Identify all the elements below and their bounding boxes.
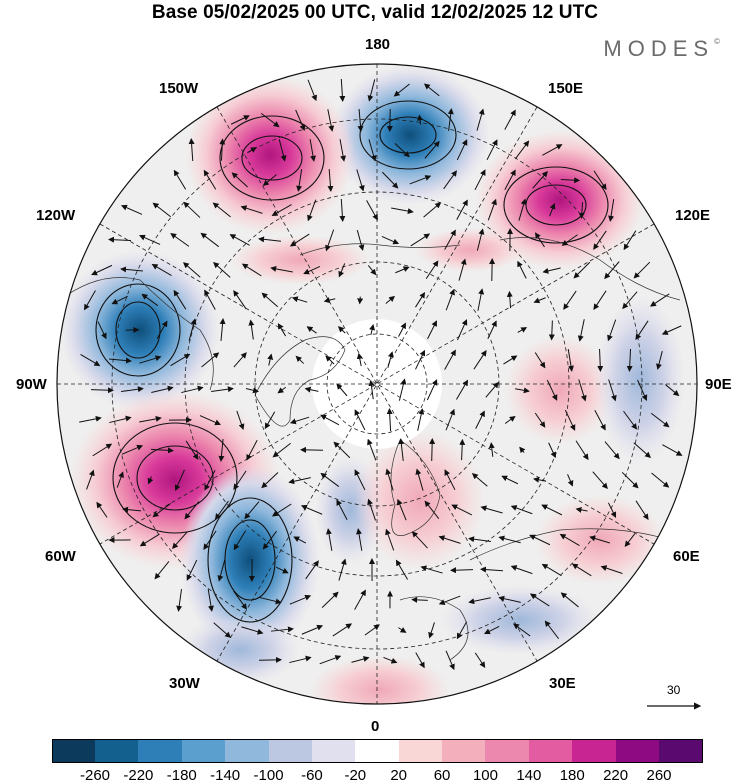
lon-label-90e: 90E [705,376,732,393]
colorbar-swatch [138,739,181,763]
lon-label-60w: 60W [45,548,76,565]
colorbar-swatch [95,739,138,763]
colorbar-tick-label: -180 [167,767,197,784]
colorbar-tick-label: 260 [646,767,671,784]
colorbar-swatch [355,739,398,763]
colorbar-tick-label: -260 [80,767,110,784]
colorbar-tick-label: 20 [390,767,407,784]
positive-anomaly-150w [185,75,355,235]
positive-anomaly-150w-south [230,235,370,285]
colorbar-tick-label: -20 [344,767,366,784]
lon-label-120w: 120W [36,207,75,224]
colorbar-swatch [529,739,572,763]
colorbar-swatch [312,739,355,763]
colorbar-tick-label: 180 [560,767,585,784]
lon-label-150e: 150E [548,80,583,97]
positive-anomaly-0 [310,655,450,725]
lon-label-150w: 150W [159,80,198,97]
colorbar-swatch [182,739,225,763]
lon-label-90w: 90W [16,376,47,393]
wind-arrow [301,450,323,451]
lon-label-30e: 30E [549,675,576,692]
wind-arrow [360,297,361,304]
lon-label-180: 180 [365,36,390,53]
positive-anomaly-160e [415,228,525,272]
colorbar-tick-label: 220 [603,767,628,784]
colorbar-swatch [659,739,703,763]
lon-label-0: 0 [371,718,379,735]
lon-label-120e: 120E [675,207,710,224]
colorbar-swatch [52,739,96,763]
colorbar [52,739,702,763]
colorbar-swatch [572,739,615,763]
colorbar-swatch [269,739,312,763]
vector-scale-label: 30 [667,683,680,697]
colorbar-swatch [485,739,528,763]
positive-anomaly-15e [355,430,485,570]
colorbar-tick-label: 140 [516,767,541,784]
colorbar-swatch [616,739,659,763]
lon-label-60e: 60E [673,548,700,565]
colorbar-tick-label: -140 [210,767,240,784]
colorbar-tick-label: -100 [254,767,284,784]
negative-anomaly-30e [440,585,600,655]
wind-arrow [432,439,433,461]
colorbar-swatch [442,739,485,763]
colorbar-swatch [225,739,268,763]
colorbar-tick-label: 60 [434,767,451,784]
colorbar-tick-label: 100 [473,767,498,784]
colorbar-swatch [399,739,442,763]
lon-label-30w: 30W [169,675,200,692]
colorbar-tick-label: -60 [301,767,323,784]
wind-arrow [451,570,473,571]
colorbar-tick-label: -220 [123,767,153,784]
